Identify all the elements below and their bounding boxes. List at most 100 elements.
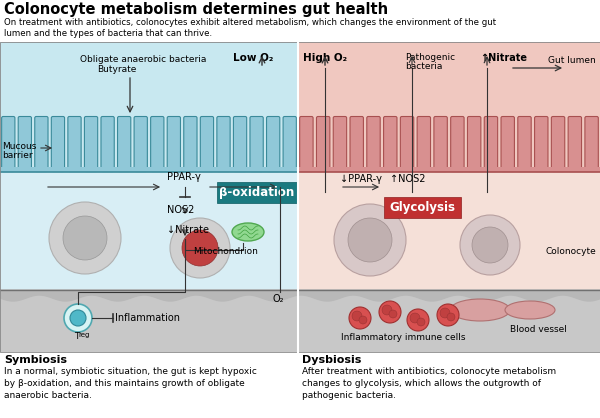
FancyBboxPatch shape [233, 117, 247, 171]
FancyBboxPatch shape [35, 117, 48, 171]
FancyBboxPatch shape [217, 182, 297, 203]
Circle shape [379, 301, 401, 323]
Circle shape [170, 218, 230, 278]
FancyBboxPatch shape [184, 117, 197, 171]
Text: Low O₂: Low O₂ [233, 53, 273, 63]
FancyBboxPatch shape [299, 117, 313, 171]
FancyBboxPatch shape [434, 117, 448, 171]
FancyBboxPatch shape [501, 117, 514, 171]
Text: Butyrate: Butyrate [97, 65, 136, 74]
FancyBboxPatch shape [52, 117, 65, 171]
Text: reg: reg [78, 332, 89, 338]
FancyBboxPatch shape [383, 117, 397, 171]
Circle shape [349, 307, 371, 329]
Circle shape [334, 204, 406, 276]
Text: NOS2: NOS2 [167, 205, 194, 215]
Text: β-oxidation: β-oxidation [220, 186, 295, 199]
FancyBboxPatch shape [367, 117, 380, 171]
FancyBboxPatch shape [551, 117, 565, 171]
FancyBboxPatch shape [151, 117, 164, 171]
Text: On treatment with antibiotics, colonocytes exhibit altered metabolism, which cha: On treatment with antibiotics, colonocyt… [4, 18, 496, 38]
Ellipse shape [505, 301, 555, 319]
Text: bacteria: bacteria [405, 62, 442, 71]
Bar [0, 170, 298, 290]
FancyBboxPatch shape [250, 117, 263, 171]
FancyBboxPatch shape [101, 117, 114, 171]
Circle shape [70, 310, 86, 326]
Text: After treatment with antibiotics, colonocyte metabolism
changes to glycolysis, w: After treatment with antibiotics, colono… [302, 367, 556, 400]
Circle shape [359, 316, 367, 324]
Circle shape [63, 216, 107, 260]
FancyBboxPatch shape [167, 117, 181, 171]
Bar [0, 42, 600, 352]
Circle shape [182, 230, 218, 266]
Bar [0, 167, 298, 172]
FancyBboxPatch shape [200, 117, 214, 171]
Circle shape [348, 218, 392, 262]
FancyBboxPatch shape [266, 117, 280, 171]
FancyBboxPatch shape [68, 117, 81, 171]
FancyBboxPatch shape [417, 117, 431, 171]
Circle shape [460, 215, 520, 275]
Text: Mucous: Mucous [2, 142, 37, 151]
Text: Obligate anaerobic bacteria: Obligate anaerobic bacteria [80, 55, 206, 64]
Text: High O₂: High O₂ [303, 53, 347, 63]
FancyBboxPatch shape [134, 117, 148, 171]
FancyBboxPatch shape [85, 117, 98, 171]
Text: Gut lumen: Gut lumen [548, 56, 596, 65]
Bar [298, 42, 600, 170]
FancyBboxPatch shape [384, 197, 461, 218]
Text: Colonocyte: Colonocyte [545, 247, 596, 257]
Text: ↑Nitrate: ↑Nitrate [480, 53, 527, 63]
Bar [0, 42, 298, 170]
Circle shape [64, 304, 92, 332]
Text: O₂: O₂ [272, 294, 284, 304]
Text: In a normal, symbiotic situation, the gut is kept hypoxic
by β-oxidation, and th: In a normal, symbiotic situation, the gu… [4, 367, 257, 400]
Ellipse shape [450, 299, 510, 321]
Circle shape [49, 202, 121, 274]
Circle shape [440, 308, 450, 318]
Circle shape [407, 309, 429, 331]
FancyBboxPatch shape [2, 117, 15, 171]
Text: Inflammation: Inflammation [115, 313, 180, 323]
FancyBboxPatch shape [316, 117, 330, 171]
Text: Symbiosis: Symbiosis [4, 355, 67, 365]
Circle shape [389, 310, 397, 318]
Circle shape [447, 313, 455, 321]
Text: T: T [74, 332, 79, 341]
Text: Blood vessel: Blood vessel [510, 325, 567, 334]
Text: Colonocyte metabolism determines gut health: Colonocyte metabolism determines gut hea… [4, 2, 388, 17]
FancyBboxPatch shape [585, 117, 598, 171]
Text: ↓Nitrate: ↓Nitrate [167, 225, 209, 235]
Bar [0, 290, 298, 352]
FancyBboxPatch shape [484, 117, 497, 171]
FancyBboxPatch shape [118, 117, 131, 171]
Circle shape [437, 304, 459, 326]
Text: Dysbiosis: Dysbiosis [302, 355, 361, 365]
FancyBboxPatch shape [518, 117, 531, 171]
Circle shape [417, 318, 425, 326]
FancyBboxPatch shape [451, 117, 464, 171]
FancyBboxPatch shape [400, 117, 414, 171]
Text: Pathogenic: Pathogenic [405, 53, 455, 62]
Circle shape [382, 305, 392, 315]
Text: PPAR-γ: PPAR-γ [167, 172, 201, 182]
Circle shape [352, 311, 362, 321]
FancyBboxPatch shape [535, 117, 548, 171]
FancyBboxPatch shape [217, 117, 230, 171]
Ellipse shape [232, 223, 264, 241]
FancyBboxPatch shape [283, 117, 296, 171]
Text: Inflammatory immune cells: Inflammatory immune cells [341, 333, 465, 342]
Bar [298, 167, 600, 172]
Text: Mitochondrion: Mitochondrion [193, 247, 258, 256]
Bar [298, 170, 600, 290]
FancyBboxPatch shape [467, 117, 481, 171]
Text: barrier: barrier [2, 151, 32, 160]
Text: ↓PPAR-γ: ↓PPAR-γ [340, 174, 382, 184]
FancyBboxPatch shape [18, 117, 31, 171]
Bar [298, 290, 600, 352]
FancyBboxPatch shape [568, 117, 581, 171]
Text: Glycolysis: Glycolysis [389, 201, 455, 214]
Text: ↑NOS2: ↑NOS2 [390, 174, 425, 184]
FancyBboxPatch shape [350, 117, 364, 171]
